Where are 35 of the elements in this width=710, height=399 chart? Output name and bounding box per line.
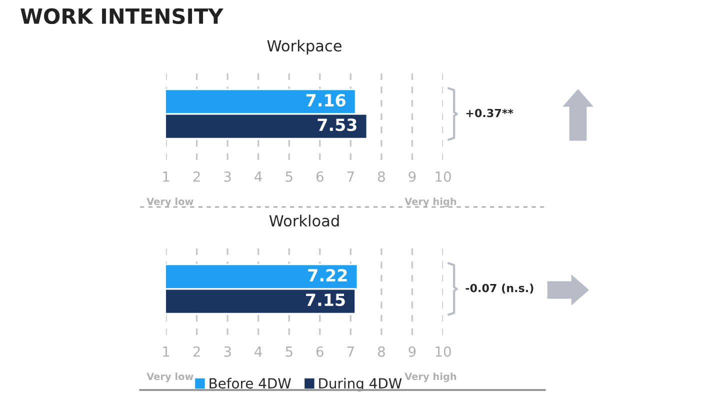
x-tick-label: 5 <box>286 346 292 357</box>
x-tick-label: 3 <box>224 171 231 182</box>
x-tick-label: 1 <box>163 346 170 357</box>
data-label: 7.22 <box>308 268 347 282</box>
x-tick-label: 4 <box>254 346 262 357</box>
x-tick-label: 6 <box>316 171 324 182</box>
x-tick-label: 10 <box>436 346 451 357</box>
x-tick-label: 2 <box>193 171 200 182</box>
text: +0.37** <box>466 108 514 118</box>
text: Very low <box>146 198 194 208</box>
legend-label: Before 4DW <box>210 378 291 389</box>
data-label: 7.53 <box>318 118 356 132</box>
data-label: 7.15 <box>306 294 345 306</box>
x-tick-label: 9 <box>408 171 416 182</box>
x-tick-label: 7 <box>347 346 354 357</box>
x-tick-label: 6 <box>316 346 324 357</box>
x-tick-label: 8 <box>378 346 385 357</box>
x-tick-label: 5 <box>286 172 292 182</box>
text: Very low <box>146 372 194 382</box>
legend-label: During 4DW <box>319 378 402 392</box>
x-tick-label: 8 <box>378 171 385 182</box>
x-tick-label: 4 <box>254 172 262 182</box>
text: Very high <box>404 372 456 382</box>
x-tick-label: 9 <box>408 346 416 357</box>
data-label: 7.16 <box>306 94 346 107</box>
text: -0.07 (n.s.) <box>466 284 534 294</box>
chart-title: WORK INTENSITY <box>20 8 224 24</box>
x-tick-label: 2 <box>193 346 200 357</box>
chart-title: Workload <box>269 214 339 227</box>
x-tick-label: 7 <box>347 172 354 182</box>
text: Very high <box>404 198 456 208</box>
x-tick-label: 3 <box>224 346 231 357</box>
chart-subtitle: Workpace <box>267 40 342 55</box>
x-tick-label: 1 <box>163 172 170 182</box>
x-tick-label: 10 <box>436 171 451 182</box>
